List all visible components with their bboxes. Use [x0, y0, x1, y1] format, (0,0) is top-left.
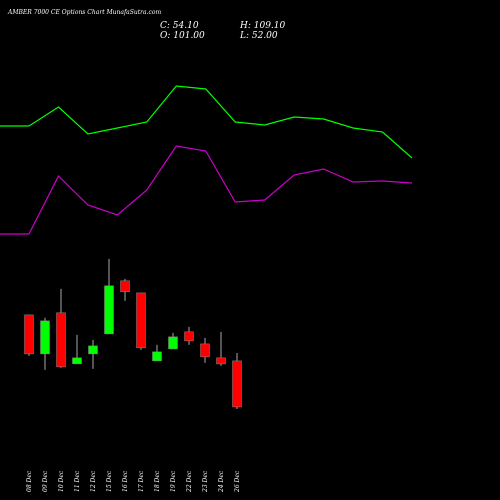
candle-body	[104, 285, 114, 335]
candle-body	[168, 336, 178, 350]
x-tick-label: 10 Dec	[58, 470, 65, 492]
x-tick-label: 26 Dec	[234, 470, 241, 493]
ohlc-close: C: 54.10	[160, 21, 199, 31]
line-series	[28, 145, 413, 235]
x-tick-label: 17 Dec	[138, 470, 145, 492]
x-tick-label: 23 Dec	[202, 470, 209, 493]
x-tick-label: 12 Dec	[90, 470, 97, 492]
x-tick-label: 18 Dec	[154, 470, 161, 492]
candle-body	[152, 351, 162, 362]
x-tick-label: 24 Dec	[218, 470, 225, 493]
candle-body	[200, 343, 210, 358]
candle-body	[56, 312, 66, 368]
candle-body	[72, 357, 82, 365]
candle-body	[40, 320, 50, 355]
candle-body	[88, 345, 98, 355]
candle-body	[184, 331, 194, 342]
ohlc-low: L: 52.00	[239, 31, 278, 41]
x-tick-label: 09 Dec	[42, 470, 49, 492]
x-tick-label: 19 Dec	[170, 470, 177, 492]
candle-body	[232, 360, 242, 408]
x-tick-label: 08 Dec	[26, 470, 33, 492]
line-series	[28, 85, 413, 159]
candle-body	[120, 280, 130, 293]
chart-title: AMBER 7000 CE Options Chart MunafaSutra.…	[7, 9, 161, 16]
x-tick-label: 15 Dec	[106, 470, 113, 492]
ohlc-open: O: 101.00	[160, 31, 205, 41]
candle-body	[136, 292, 146, 349]
x-tick-label: 22 Dec	[186, 470, 193, 493]
candle-body	[216, 357, 226, 365]
ohlc-high: H: 109.10	[239, 21, 286, 31]
x-tick-label: 16 Dec	[122, 470, 129, 492]
candle-body	[24, 314, 34, 355]
x-tick-label: 11 Dec	[74, 470, 81, 492]
